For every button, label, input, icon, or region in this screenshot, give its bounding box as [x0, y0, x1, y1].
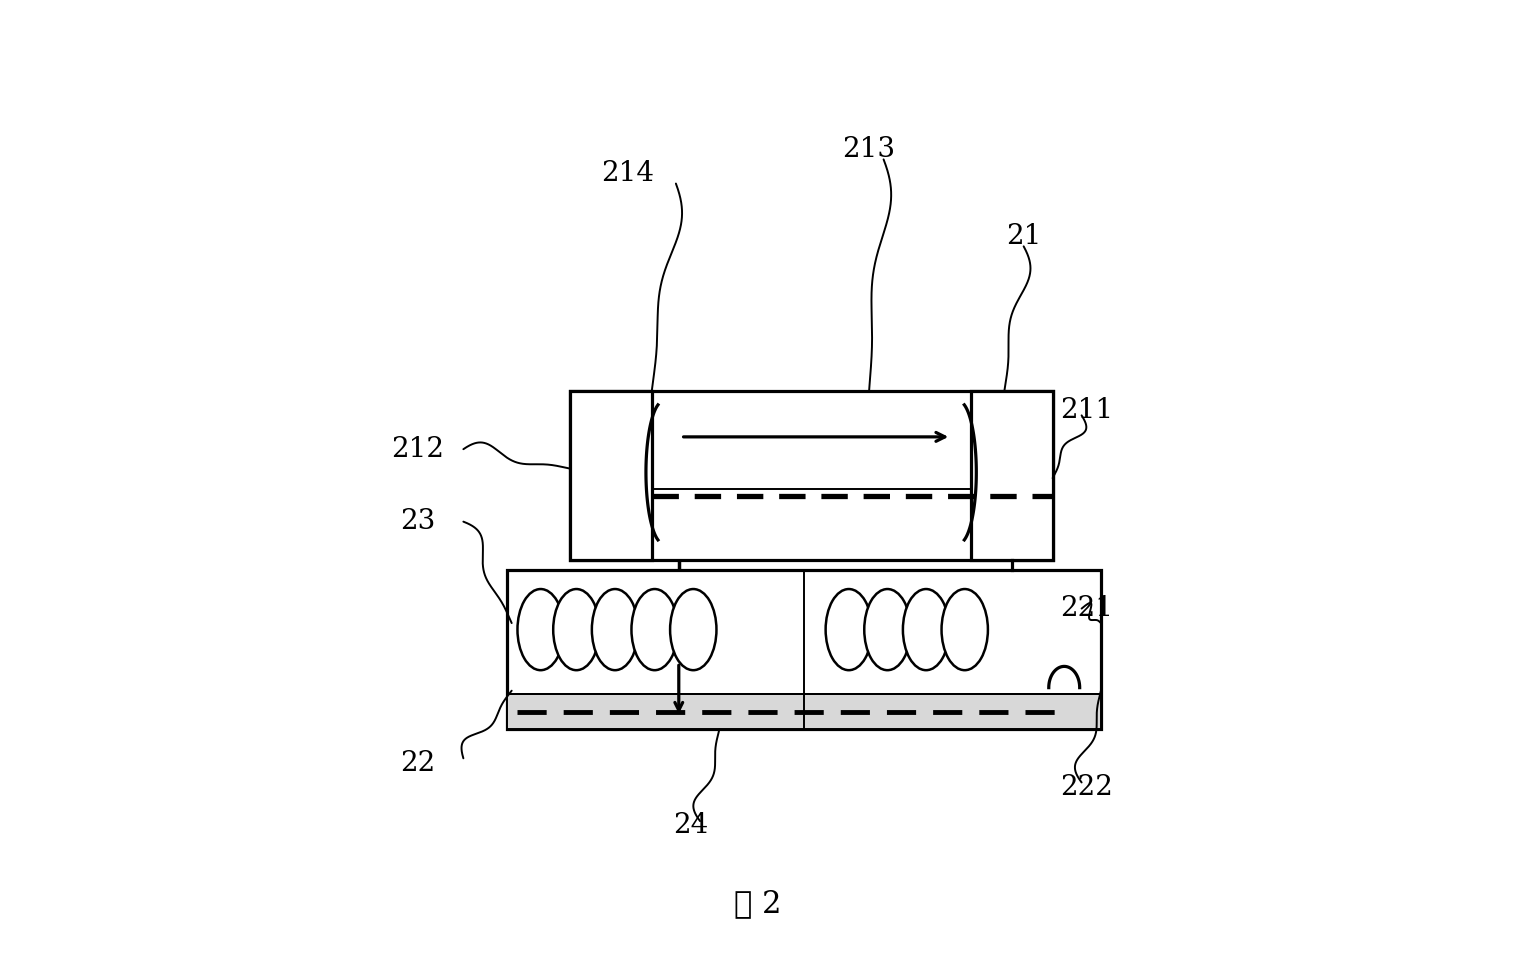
Ellipse shape [553, 589, 599, 670]
Text: 222: 222 [1060, 774, 1113, 801]
Ellipse shape [670, 589, 717, 670]
Text: 212: 212 [391, 436, 444, 463]
Bar [506, 570, 1101, 729]
Bar [570, 391, 652, 560]
Text: 23: 23 [400, 508, 435, 535]
Bar [506, 695, 1101, 729]
Ellipse shape [517, 589, 564, 670]
Ellipse shape [826, 589, 872, 670]
Bar [970, 391, 1052, 560]
Ellipse shape [632, 589, 678, 670]
Bar [570, 391, 1052, 560]
Ellipse shape [941, 589, 988, 670]
Text: 213: 213 [843, 136, 896, 163]
Text: 21: 21 [1007, 223, 1041, 250]
Ellipse shape [591, 589, 638, 670]
Text: 214: 214 [600, 160, 653, 187]
Text: 22: 22 [400, 750, 435, 777]
Text: 221: 221 [1060, 595, 1113, 622]
Ellipse shape [864, 589, 911, 670]
Text: 图 2: 图 2 [734, 888, 782, 919]
Ellipse shape [904, 589, 949, 670]
Text: 24: 24 [673, 812, 708, 839]
Text: 211: 211 [1060, 397, 1113, 424]
